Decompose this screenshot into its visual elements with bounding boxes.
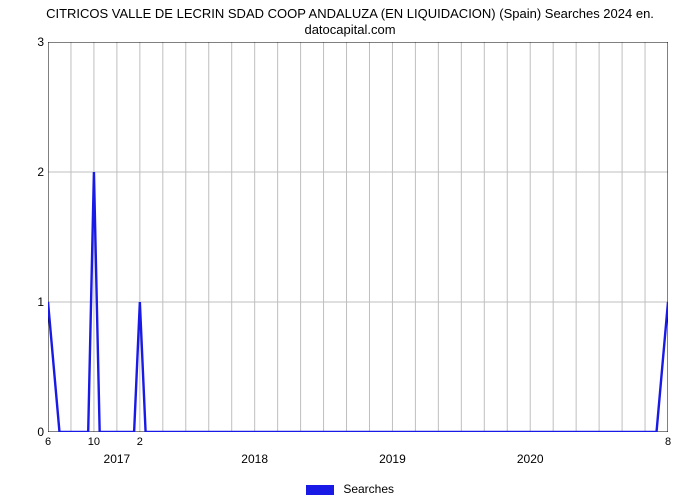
y-tick-label: 1 [4,295,44,309]
legend-swatch [306,485,334,495]
x-month-label: 8 [665,436,671,448]
title-line2: datocapital.com [304,22,395,37]
chart-title: CITRICOS VALLE DE LECRIN SDAD COOP ANDAL… [0,6,700,39]
y-tick-label: 0 [4,425,44,439]
title-line1: CITRICOS VALLE DE LECRIN SDAD COOP ANDAL… [46,6,654,21]
x-month-label: 2 [137,436,143,448]
legend: Searches [0,482,700,496]
y-tick-label: 2 [4,165,44,179]
x-year-label: 2018 [241,452,268,466]
x-year-label: 2017 [104,452,131,466]
line-chart [48,42,668,432]
x-month-label: 10 [88,436,100,448]
x-month-label: 6 [45,436,51,448]
legend-label: Searches [343,482,394,496]
y-tick-label: 3 [4,35,44,49]
x-year-label: 2020 [517,452,544,466]
x-year-label: 2019 [379,452,406,466]
